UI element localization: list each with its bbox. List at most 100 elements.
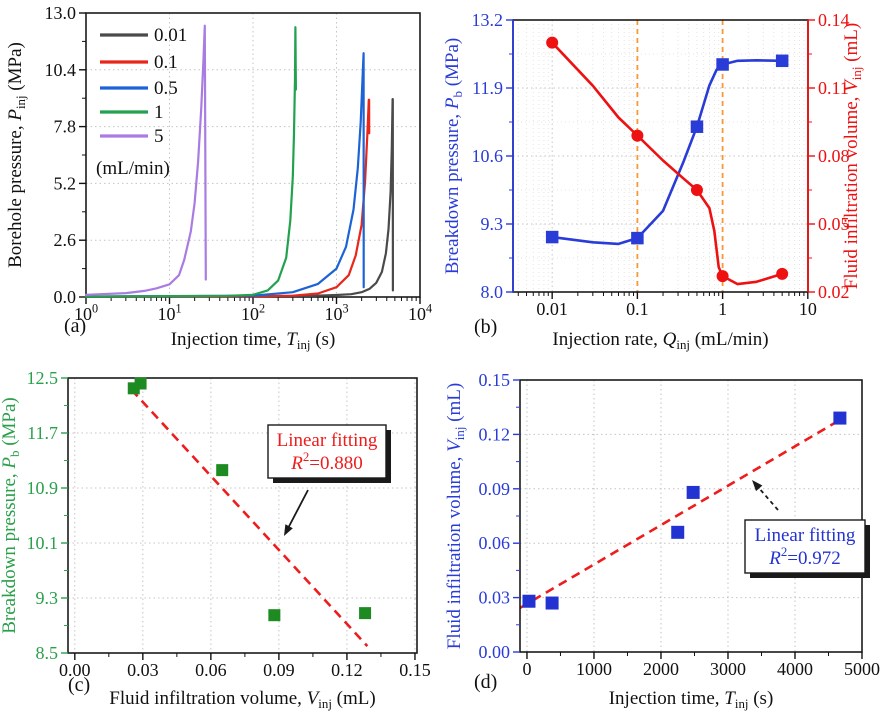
data-point (775, 54, 789, 68)
data-point (545, 596, 559, 610)
plot-frame (85, 12, 421, 298)
data-point (833, 411, 847, 425)
major-grid (520, 380, 862, 652)
x-tick-label: 102 (241, 301, 265, 324)
y-axis: 0.0 2.6 5.2 7.8 10.4 13.0 Borehole pressure, P… (5, 3, 86, 307)
x-tick-label: 0.15 (399, 660, 431, 680)
panel-a-label: (a) (64, 315, 87, 337)
panel-d-volume-vs-time-chart: 0 1000 2000 3000 4000 5000 Injection time, Tin… (445, 370, 880, 711)
series-0.01 (84, 98, 394, 298)
series-0.1 (84, 98, 371, 298)
y-tick-label: 0.12 (479, 424, 511, 444)
x-tick-label: 1 (718, 299, 727, 319)
series-0.5 (84, 52, 365, 298)
y-tick-label: 0.15 (479, 370, 511, 390)
y-tick-label: 5.2 (54, 173, 77, 193)
series-5 (84, 24, 207, 296)
data-point (216, 464, 229, 477)
data-point (134, 377, 147, 390)
legend-label: 1 (154, 102, 164, 123)
panel-a: 100 101 102 103 104 Injection time, Tinj (s) 0… (5, 3, 432, 352)
legend-label: 0.1 (154, 52, 178, 73)
annotation-line-1: Linear fitting (277, 430, 378, 451)
annotation-arrow-line (757, 486, 779, 511)
y2-tick-label: 0.05 (818, 214, 850, 234)
legend: 0.01 0.1 0.5 1 5 (mL/min) (96, 25, 187, 179)
x-tick-label: 5000 (844, 659, 880, 679)
x-tick-label: 0.01 (536, 299, 568, 319)
x-axis-title: Injection time, Tinj (s) (171, 329, 336, 352)
major-grid (86, 13, 420, 297)
y-tick-label: 13.2 (472, 10, 504, 30)
y2-tick-label: 0.11 (818, 78, 849, 98)
y-tick-label: 11.9 (472, 78, 503, 98)
data-point (631, 231, 644, 245)
series-line (84, 26, 297, 298)
panel-b-label: (b) (474, 316, 498, 338)
x-tick-label: 103 (324, 301, 348, 324)
plot-frame (519, 379, 863, 653)
x-tick-label: 4000 (777, 659, 813, 679)
y-tick-label: 8.0 (481, 282, 504, 302)
y-tick-label: 0.06 (479, 533, 511, 553)
x-tick-label: 0.03 (127, 660, 159, 680)
y-tick-label: 7.8 (54, 117, 77, 137)
data-point (268, 609, 281, 622)
y-tick-label: 0.0 (54, 287, 77, 307)
series-breakdown-pressure (545, 54, 789, 246)
series-line (84, 98, 371, 298)
series-line (550, 41, 784, 286)
annotation-line-1: Linear fitting (755, 525, 856, 546)
y-tick-label: 12.5 (27, 368, 59, 388)
data-point (716, 58, 729, 71)
x-axis-title: Injection time, Tinj (s) (609, 688, 774, 711)
data-point (359, 607, 372, 620)
panel-a-borehole-pressure-chart: 100 101 102 103 104 Injection time, Tinj (s) 0… (5, 3, 432, 352)
data-point (545, 230, 559, 244)
y-tick-label: 9.3 (36, 588, 59, 608)
data-point (716, 270, 729, 283)
x-tick-label: 3000 (710, 659, 746, 679)
y-axis-title: Breakdown pressure, Pb (MPa) (0, 397, 22, 634)
legend-label: 0.01 (154, 25, 187, 46)
data-point (690, 120, 704, 133)
x-tick-label: 100 (74, 301, 98, 324)
major-grid (68, 378, 417, 653)
annotation-arrow-head (284, 524, 293, 536)
series-line (84, 98, 394, 298)
legend-label: 5 (154, 126, 164, 147)
panel-d-label: (d) (474, 671, 498, 693)
x-tick-label: 10 (799, 299, 817, 319)
annotation-box (744, 519, 866, 574)
data-point (522, 594, 536, 608)
y-tick-label: 10.1 (27, 533, 59, 553)
x-tick-label: 0.1 (626, 299, 649, 319)
series-1 (84, 26, 297, 298)
y-tick-label: 10.6 (472, 146, 504, 166)
x-tick-label: 101 (157, 301, 181, 324)
y-axis: 0.00 0.03 0.06 0.09 0.12 0.15 Fluid infiltrati… (445, 370, 520, 662)
y-tick-label: 0.00 (479, 642, 511, 662)
annotation-line-2: R2=0.880 (290, 450, 363, 474)
x-axis: 0.01 0.1 1 10 Injection rate, Qinj (mL/min) (517, 292, 817, 352)
x-axis-title: Fluid infiltration volume, Vinj (mL) (109, 688, 375, 711)
data-point (690, 184, 703, 196)
y2-axis-title: Fluid infiltration volume, Vinj (mL) (841, 23, 864, 289)
x-tick-label: 1000 (576, 659, 612, 679)
data-point (671, 525, 685, 539)
x-tick-label: 0.12 (331, 660, 363, 680)
y2-tick-label: 0.14 (818, 10, 850, 30)
x-axis-title: Injection rate, Qinj (mL/min) (552, 329, 768, 352)
x-axis: 0 1000 2000 3000 4000 5000 Injection time, Tin… (522, 652, 880, 711)
x-tick-label: 0.00 (59, 660, 91, 680)
series-vinj-vs-time (522, 411, 847, 610)
data-point (686, 485, 700, 499)
series-line (84, 52, 365, 298)
y-tick-label: 2.6 (54, 230, 77, 250)
y-tick-label: 10.4 (45, 60, 77, 80)
